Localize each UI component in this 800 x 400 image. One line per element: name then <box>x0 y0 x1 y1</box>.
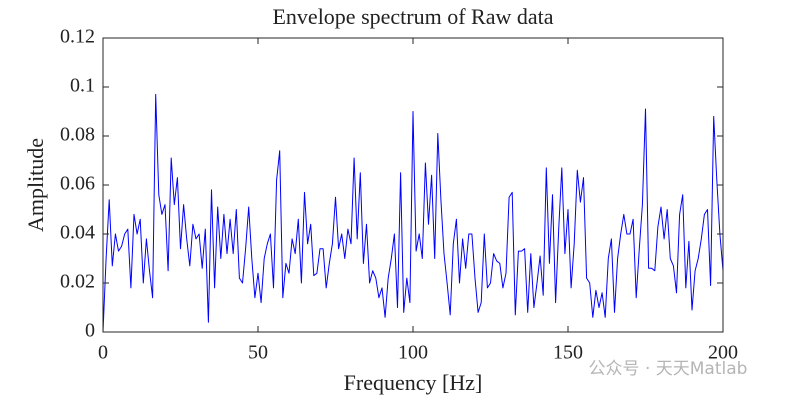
y-tick-label: 0.12 <box>60 26 95 48</box>
y-tick-label: 0.1 <box>70 75 95 97</box>
y-tick-label: 0.08 <box>60 124 95 146</box>
watermark: 公众号 · 天天Matlab <box>589 359 748 379</box>
x-tick-label: 0 <box>98 342 108 364</box>
y-tick-label: 0.06 <box>60 173 95 195</box>
y-tick-label: 0.02 <box>60 271 95 293</box>
y-axis-label: Amplitude <box>23 138 48 232</box>
x-tick-label: 200 <box>708 342 738 364</box>
x-tick-label: 100 <box>398 342 428 364</box>
y-tick-label: 0 <box>85 320 95 342</box>
chart-title: Envelope spectrum of Raw data <box>272 4 553 29</box>
data-line <box>102 93 724 333</box>
plot-area <box>102 93 724 333</box>
x-tick-label: 50 <box>248 342 268 364</box>
y-tick-label: 0.04 <box>60 222 95 244</box>
x-tick-label: 150 <box>553 342 583 364</box>
x-axis-label: Frequency [Hz] <box>344 370 483 395</box>
